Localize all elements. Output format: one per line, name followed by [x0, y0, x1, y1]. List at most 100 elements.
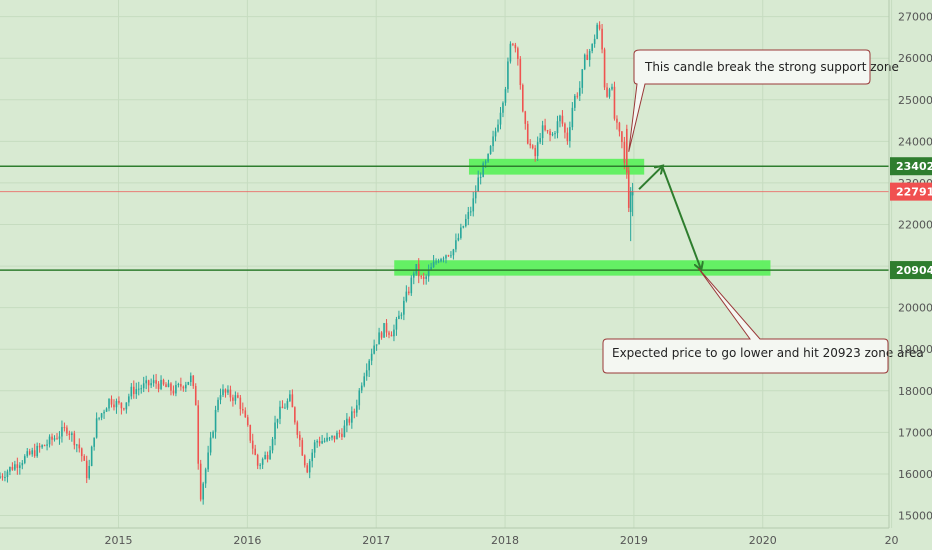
candle-body: [497, 124, 499, 132]
candle-body: [202, 483, 204, 500]
candle-body: [246, 417, 249, 425]
candle-body: [526, 123, 529, 144]
candle-body: [351, 411, 353, 423]
candle-body: [38, 445, 41, 448]
candle-body: [422, 276, 425, 279]
candle-body: [581, 69, 584, 88]
candle-body: [358, 390, 361, 406]
candle-body: [308, 461, 311, 473]
candle-body: [1, 476, 4, 478]
candle-body: [294, 407, 296, 423]
candle-body: [631, 191, 634, 196]
candle-body: [66, 427, 68, 434]
candle-body: [71, 433, 73, 435]
candle-body: [9, 467, 11, 472]
candle-body: [142, 383, 145, 389]
candle-body: [194, 385, 197, 406]
candle-body: [378, 332, 380, 345]
candle-body: [204, 469, 207, 484]
candle-body: [571, 107, 574, 128]
candle-body: [499, 112, 502, 125]
y-tick-label: 15000: [898, 510, 932, 523]
candle-body: [150, 383, 152, 386]
candle-body: [182, 386, 185, 389]
candle-body: [368, 360, 370, 371]
candle-body: [586, 54, 589, 60]
candle-body: [487, 153, 489, 162]
candle-body: [254, 448, 257, 455]
candle-body: [370, 353, 373, 361]
candle-body: [353, 411, 356, 413]
candle-body: [531, 145, 534, 149]
candle-body: [162, 379, 165, 385]
candle-body: [187, 382, 190, 385]
candle-body: [113, 404, 115, 408]
candle-body: [603, 49, 606, 88]
candle-body: [276, 418, 279, 423]
candle-body: [6, 471, 9, 478]
candle-body: [469, 211, 472, 213]
candle-body: [28, 451, 31, 455]
candle-body: [400, 314, 403, 316]
candle-body: [185, 384, 187, 389]
candle-body: [33, 450, 36, 457]
candle-body: [445, 255, 447, 259]
candle-body: [321, 441, 323, 444]
candle-body: [189, 375, 192, 383]
candle-body: [73, 433, 76, 446]
candle-body: [266, 455, 269, 460]
candle-body: [559, 115, 561, 122]
candle-body: [130, 386, 133, 397]
candle-body: [323, 440, 326, 442]
y-tick-label: 19000: [898, 343, 932, 356]
candle-body: [576, 95, 579, 97]
x-axis-ticks: 2015 2016 2017 2018 2019 2020 20: [105, 534, 899, 547]
candle-body: [519, 58, 522, 86]
candle-body: [388, 332, 390, 335]
candle-body: [56, 438, 58, 440]
annotation-1-bubble: [628, 49, 871, 152]
candle-body: [256, 454, 259, 466]
price-label-text: 23402: [896, 160, 932, 173]
candle-body: [239, 397, 242, 410]
candle-body: [331, 435, 333, 438]
candle-body: [140, 388, 143, 390]
candle-body: [427, 270, 430, 277]
candle-body: [338, 432, 341, 434]
annotation-1: This candle break the strong support zon…: [628, 49, 899, 152]
candle-body: [447, 255, 450, 257]
projection-arrows: [638, 166, 701, 269]
candle-body: [316, 441, 318, 443]
candle-body: [274, 422, 276, 440]
candle-body: [286, 401, 289, 408]
candle-body: [462, 226, 465, 228]
candle-body: [460, 227, 462, 238]
candle-body: [591, 43, 593, 52]
candle-body: [333, 435, 336, 440]
candle-body: [115, 400, 118, 408]
y-tick-label: 22000: [898, 219, 932, 232]
candle-body: [343, 425, 346, 437]
candle-body: [420, 276, 423, 278]
candle-body: [355, 405, 358, 413]
price-label-box: [890, 261, 932, 280]
candle-body: [514, 44, 517, 49]
candle-body: [363, 376, 366, 386]
candle-body: [348, 418, 351, 423]
candle-body: [569, 127, 571, 142]
candle-body: [536, 142, 539, 157]
candle-body: [299, 434, 301, 441]
candle-body: [251, 440, 254, 449]
candle-body: [281, 406, 284, 409]
candle-body: [61, 427, 63, 437]
candle-body: [365, 370, 368, 377]
candle-body: [529, 143, 532, 146]
candle-body: [85, 460, 88, 479]
y-tick-label: 16000: [898, 468, 932, 481]
candle-body: [229, 389, 232, 398]
candle-body: [155, 380, 157, 384]
x-tick-label: 2017: [362, 534, 390, 547]
candle-body: [244, 410, 247, 418]
candle-body: [108, 398, 110, 409]
